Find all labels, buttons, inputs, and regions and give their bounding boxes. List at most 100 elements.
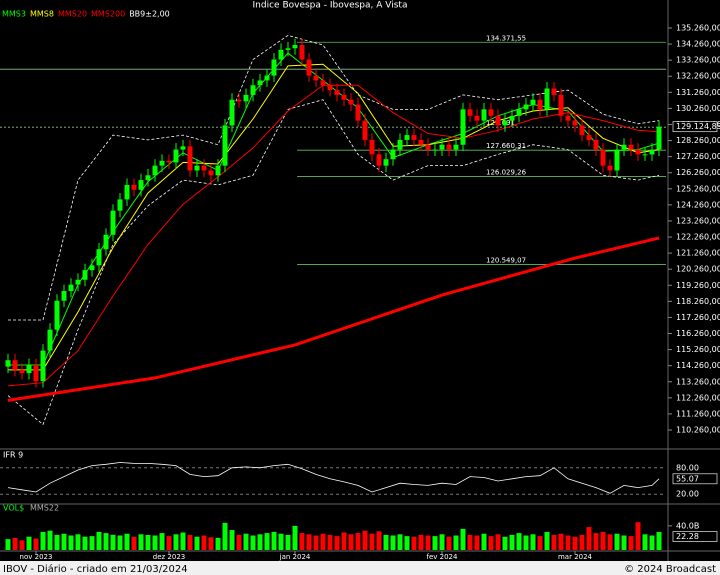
candle-body bbox=[369, 139, 375, 155]
volume-bar bbox=[166, 536, 172, 550]
x-tick-label: dez 2023 bbox=[153, 553, 185, 561]
legend-entry: MMS3 bbox=[2, 10, 26, 19]
indicator-line bbox=[7, 462, 660, 494]
candle-body bbox=[432, 149, 438, 151]
legend-entry: MMS8 bbox=[30, 10, 54, 19]
volume-bar bbox=[180, 532, 186, 550]
volume-bar bbox=[411, 536, 417, 550]
volume-bar bbox=[313, 535, 319, 550]
volume-bar bbox=[397, 534, 403, 550]
volume-bar bbox=[544, 531, 550, 550]
candle-body bbox=[502, 120, 508, 126]
volume-bar bbox=[96, 531, 102, 550]
legend-entry: MMS20 bbox=[58, 10, 87, 19]
candle-body bbox=[26, 365, 32, 374]
volume-bar bbox=[187, 534, 193, 550]
candle-body bbox=[250, 85, 256, 95]
candle-body bbox=[642, 154, 648, 156]
candle-body bbox=[334, 90, 340, 95]
y-tick-label: 111.260,00 bbox=[676, 409, 720, 418]
last-value-label: 129.124,83 bbox=[676, 122, 720, 131]
x-tick-label: fev 2024 bbox=[427, 553, 458, 561]
volume-bar bbox=[173, 534, 179, 550]
y-tick-label: 128.260,00 bbox=[676, 136, 720, 145]
volume-bar bbox=[82, 536, 88, 550]
level-label: 127.660,31 bbox=[486, 142, 526, 150]
volume-bar bbox=[299, 533, 305, 550]
candle-body bbox=[537, 99, 543, 110]
volume-bar bbox=[383, 534, 389, 550]
level-label: 126.029,26 bbox=[486, 168, 527, 176]
volume-bar bbox=[614, 533, 620, 550]
candle-body bbox=[320, 80, 326, 86]
candle-body bbox=[222, 125, 228, 166]
y-tick-label: 119.260,00 bbox=[676, 281, 720, 290]
candle-body bbox=[117, 199, 123, 211]
candle-body bbox=[54, 300, 60, 330]
y-tick-label: 120.260,00 bbox=[676, 265, 720, 274]
volume-bar bbox=[467, 534, 473, 550]
y-tick-label: 112.260,00 bbox=[676, 393, 720, 402]
candle-body bbox=[208, 170, 214, 176]
candle-body bbox=[551, 88, 557, 95]
volume-bar bbox=[453, 535, 459, 550]
candle-body bbox=[138, 180, 144, 190]
candle-body bbox=[96, 249, 102, 266]
candle-body bbox=[495, 115, 501, 126]
volume-bar bbox=[33, 538, 39, 550]
volume-bar bbox=[159, 533, 165, 550]
candle-body bbox=[33, 365, 39, 382]
volume-bar bbox=[516, 533, 522, 550]
volume-bar bbox=[264, 533, 270, 550]
volume-bar bbox=[12, 537, 18, 550]
volume-bar bbox=[600, 531, 606, 550]
candle-body bbox=[40, 350, 46, 382]
volume-bar bbox=[152, 535, 158, 550]
y-tick-label: 115.260,00 bbox=[676, 345, 720, 354]
volume-bar bbox=[271, 531, 277, 550]
volume-bar bbox=[348, 534, 354, 550]
volume-bar bbox=[117, 535, 123, 550]
candle-body bbox=[152, 165, 158, 176]
candle-body bbox=[68, 284, 74, 292]
candle-body bbox=[194, 165, 200, 171]
candle-body bbox=[292, 45, 298, 49]
y-tick-label: 113.260,00 bbox=[676, 377, 720, 386]
volume-bar bbox=[341, 532, 347, 550]
volume-bar bbox=[649, 535, 655, 550]
candle-body bbox=[621, 144, 627, 150]
candle-body bbox=[173, 149, 179, 163]
volume-bar bbox=[194, 536, 200, 550]
volume-bar bbox=[201, 535, 207, 550]
candle-body bbox=[215, 165, 221, 176]
volume-bar bbox=[572, 536, 578, 550]
volume-bar bbox=[229, 530, 235, 550]
candle-body bbox=[607, 165, 613, 171]
volume-bar bbox=[369, 533, 375, 550]
volume-bar bbox=[236, 534, 242, 550]
candle-body bbox=[558, 94, 564, 116]
candle-body bbox=[271, 59, 277, 76]
candle-body bbox=[411, 135, 417, 140]
volume-bar bbox=[390, 535, 396, 550]
candle-body bbox=[362, 120, 368, 140]
y-tick-label: 80.00 bbox=[676, 463, 699, 472]
volume-bar bbox=[243, 533, 249, 550]
candle-body bbox=[355, 104, 361, 121]
candle-body bbox=[453, 144, 459, 150]
y-tick-label: 40.0B bbox=[676, 521, 699, 530]
volume-bar bbox=[621, 535, 627, 550]
volume-bar bbox=[285, 534, 291, 550]
candle-body bbox=[187, 146, 193, 171]
candle-body bbox=[572, 120, 578, 126]
volume-bar bbox=[61, 533, 67, 550]
candle-body bbox=[523, 104, 529, 110]
volume-bar bbox=[257, 534, 263, 550]
volume-bar bbox=[607, 534, 613, 550]
volume-bar bbox=[530, 534, 536, 550]
volume-bar bbox=[362, 530, 368, 550]
y-tick-label: 135.260,00 bbox=[676, 23, 720, 32]
candle-body bbox=[530, 99, 536, 105]
candle-body bbox=[544, 88, 550, 110]
